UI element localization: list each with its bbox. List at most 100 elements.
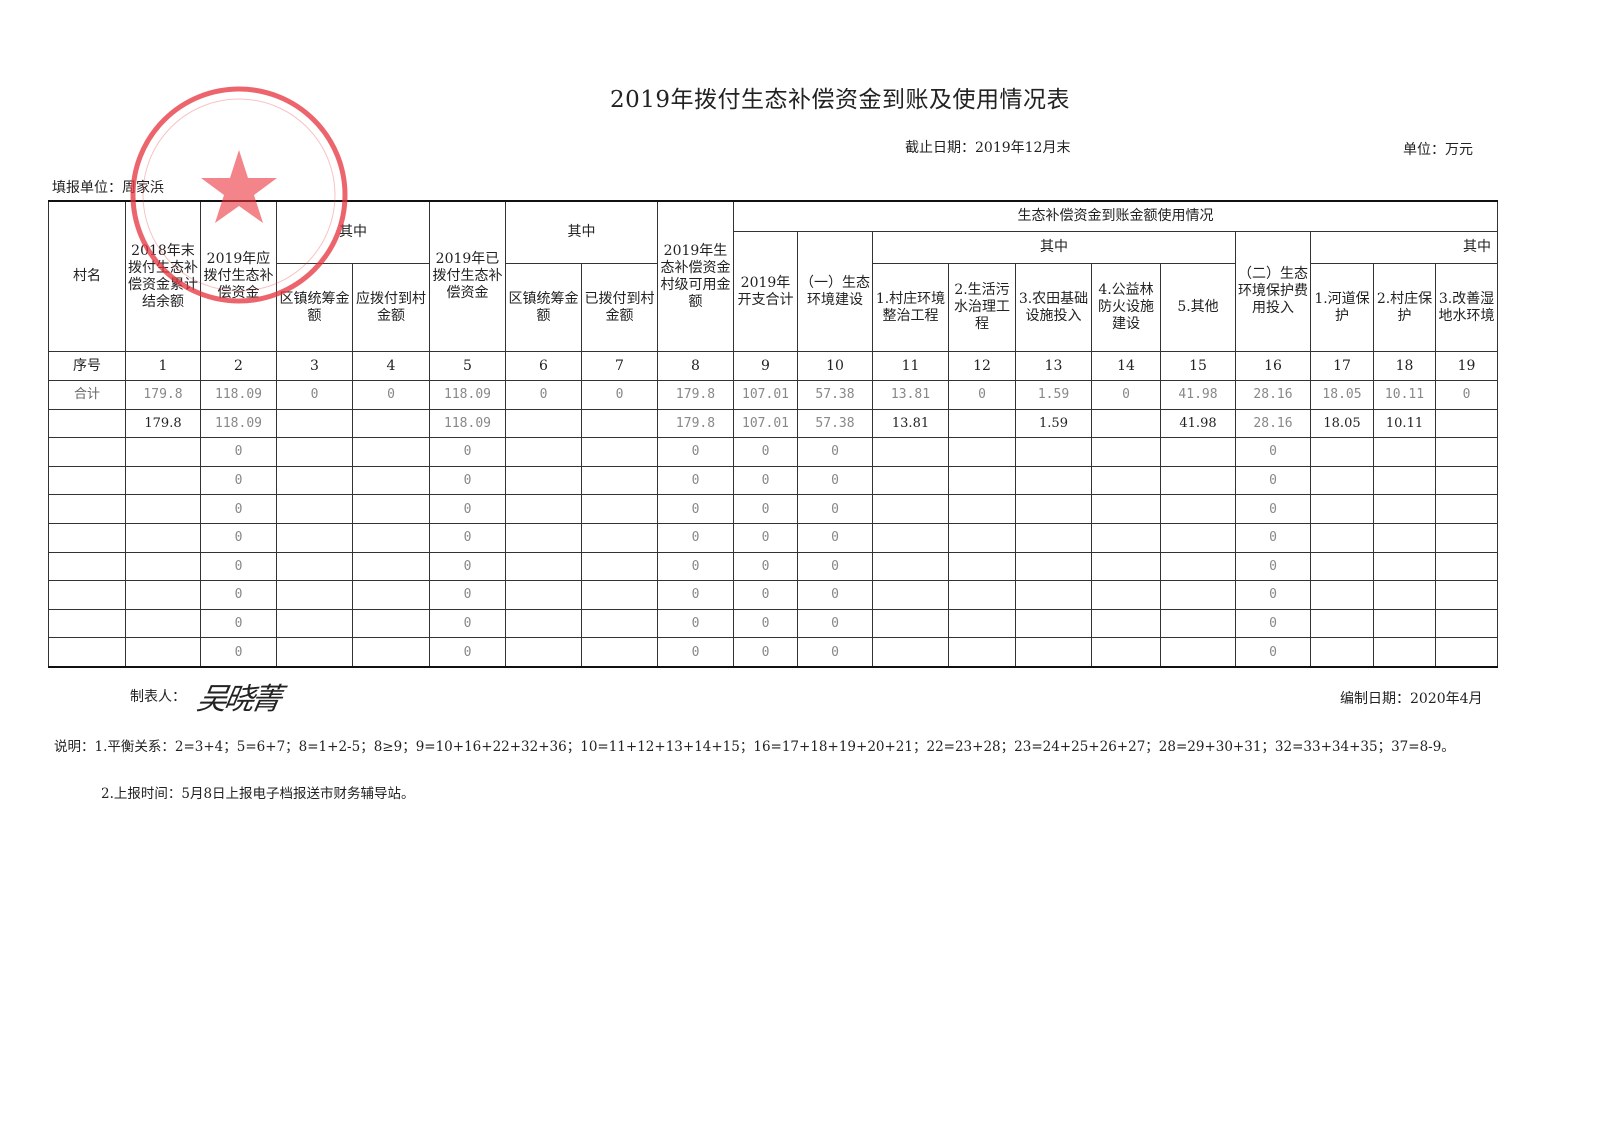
table-cell [581,465,658,496]
table-cell [1091,551,1161,582]
seq-cell: 4 [352,351,430,381]
table-cell [1310,608,1374,639]
table-cell [1435,437,1498,467]
seq-cell: 7 [581,351,658,381]
table-cell [276,494,353,524]
table-cell [276,551,353,582]
table-cell: 0 [733,494,798,524]
table-cell: 0 [1235,465,1311,496]
table-cell [125,551,201,582]
table-cell [872,637,949,668]
table-cell [1160,551,1236,582]
table-cell: 0 [200,608,277,639]
table-cell: 107.01 [733,380,798,410]
table-cell [1091,465,1161,496]
header-c8: 2019年生态补偿资金村级可用金额 [657,200,734,352]
header-c13: 3.农田基础设施投入 [1015,263,1092,352]
header-village: 村名 [48,200,126,352]
table-cell: 0 [733,551,798,582]
table-cell: 10.11 [1373,380,1436,410]
table-cell: 0 [200,580,277,610]
table-cell [1310,494,1374,524]
seq-cell: 9 [733,351,798,381]
table-cell: 118.09 [200,380,277,410]
table-cell: 10.11 [1373,408,1436,439]
table-cell [1435,494,1498,524]
table-cell: 0 [429,465,506,496]
table-cell: 0 [429,522,506,553]
table-cell [1435,465,1498,496]
table-cell: 13.81 [872,380,949,410]
table-cell [581,494,658,524]
table-cell [505,408,582,439]
table-cell: 0 [797,580,873,610]
table-cell [125,637,201,668]
table-cell [352,551,430,582]
table-cell: 0 [733,465,798,496]
row-label [48,522,126,553]
seq-cell: 18 [1373,351,1436,381]
table-cell [1435,580,1498,610]
table-cell [581,437,658,467]
table-cell: 0 [733,580,798,610]
table-cell: 0 [733,608,798,639]
table-cell [352,408,430,439]
table-cell [505,580,582,610]
table-cell [125,580,201,610]
seq-cell: 17 [1310,351,1374,381]
total-row: 合计 179.8 118.09 0 0 118.09 0 0 179.8 107.01 57.38 1… [48,380,1498,410]
header-of-which-b: 其中 [505,200,658,264]
header-c3: 区镇统筹金额 [276,263,353,352]
seq-cell: 15 [1160,351,1236,381]
table-cell: 0 [429,437,506,467]
table-cell [1160,580,1236,610]
table-cell [948,494,1016,524]
reporting-unit: 填报单位：周家浜 [52,180,164,196]
header-of-which-a: 其中 [276,200,430,264]
table-cell [1310,580,1374,610]
table-cell [581,608,658,639]
table-cell [1015,580,1092,610]
table-cell [1435,608,1498,639]
table-cell [1160,522,1236,553]
table-cell [276,465,353,496]
table-cell: 0 [200,465,277,496]
table-cell [1373,522,1436,553]
table-cell: 0 [429,637,506,668]
table-cell [1435,637,1498,668]
table-cell: 41.98 [1160,408,1236,439]
table-cell: 0 [733,637,798,668]
table-cell: 0 [1235,551,1311,582]
table-cell: 0 [797,522,873,553]
table-cell [581,637,658,668]
seq-cell: 序号 [48,351,126,381]
table-cell [505,494,582,524]
header-c7: 已拨付到村金额 [581,263,658,352]
table-cell: 0 [1435,380,1498,410]
table-cell [1091,608,1161,639]
seq-cell: 1 [125,351,201,381]
table-cell [276,608,353,639]
table-cell: 1.59 [1015,408,1092,439]
table-cell [1373,608,1436,639]
table-cell: 0 [797,608,873,639]
table-cell [872,437,949,467]
table-cell: 0 [797,465,873,496]
seq-cell: 10 [797,351,873,381]
table-cell [1160,608,1236,639]
header-c10: （一）生态环境建设 [797,231,873,352]
table-cell [872,494,949,524]
header-of-which-c: 其中 [872,231,1236,264]
table-cell: 0 [797,551,873,582]
table-cell: 118.09 [200,408,277,439]
header-c11: 1.村庄环境整治工程 [872,263,949,352]
row-label [48,437,126,467]
table-cell [1091,580,1161,610]
table-cell: 0 [429,608,506,639]
table-cell: 0 [657,580,734,610]
